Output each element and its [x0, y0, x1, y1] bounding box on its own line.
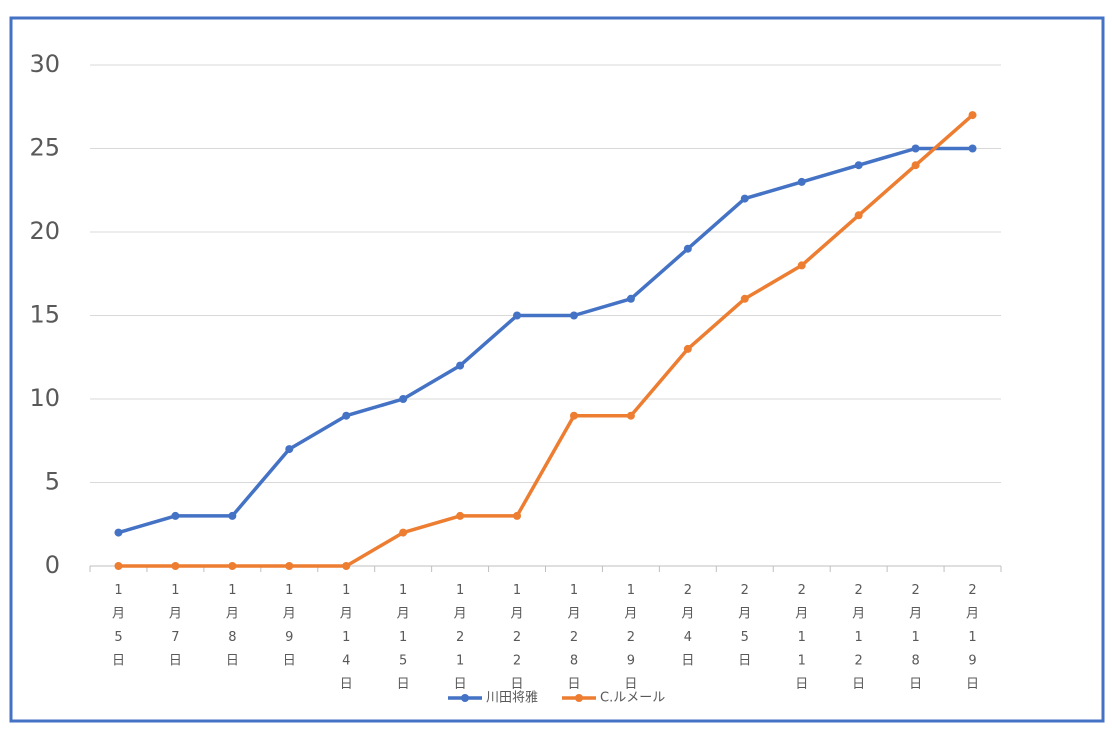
point [569, 411, 578, 420]
y-tick-label: 10 [29, 384, 60, 412]
point [797, 177, 806, 186]
series-line [117, 146, 973, 535]
point [854, 211, 863, 220]
point [285, 562, 294, 570]
point [342, 562, 351, 570]
point [342, 411, 351, 420]
point [569, 311, 578, 320]
point [513, 511, 522, 520]
legend-label: 川田将雅 [486, 691, 538, 706]
point [171, 511, 180, 520]
y-tick-label: 30 [29, 50, 60, 78]
point [911, 144, 920, 153]
point [114, 528, 123, 537]
y-tick-label: 15 [29, 301, 60, 329]
point [456, 361, 465, 370]
point [626, 411, 635, 420]
point [399, 528, 408, 537]
point [228, 511, 237, 520]
point [683, 244, 692, 253]
legend-marker [575, 694, 583, 702]
point [911, 161, 920, 170]
point [228, 562, 237, 570]
point [399, 395, 408, 403]
y-tick-label: 20 [29, 217, 60, 245]
y-tick-label: 5 [45, 468, 60, 496]
point [968, 111, 977, 120]
point [740, 194, 749, 203]
point [854, 161, 863, 170]
point [114, 562, 123, 570]
point [626, 294, 635, 303]
y-tick-label: 25 [29, 134, 60, 162]
legend-marker [461, 694, 469, 702]
point [968, 144, 977, 153]
point [285, 445, 294, 454]
series-line [118, 113, 974, 568]
frame [9, 16, 1105, 723]
point [683, 344, 692, 353]
point [456, 511, 465, 520]
point [740, 294, 749, 303]
y-tick-label: 0 [45, 551, 60, 579]
point [171, 562, 180, 570]
point [797, 261, 806, 270]
point [513, 311, 522, 320]
legend-label: C.ルメール [600, 691, 665, 706]
